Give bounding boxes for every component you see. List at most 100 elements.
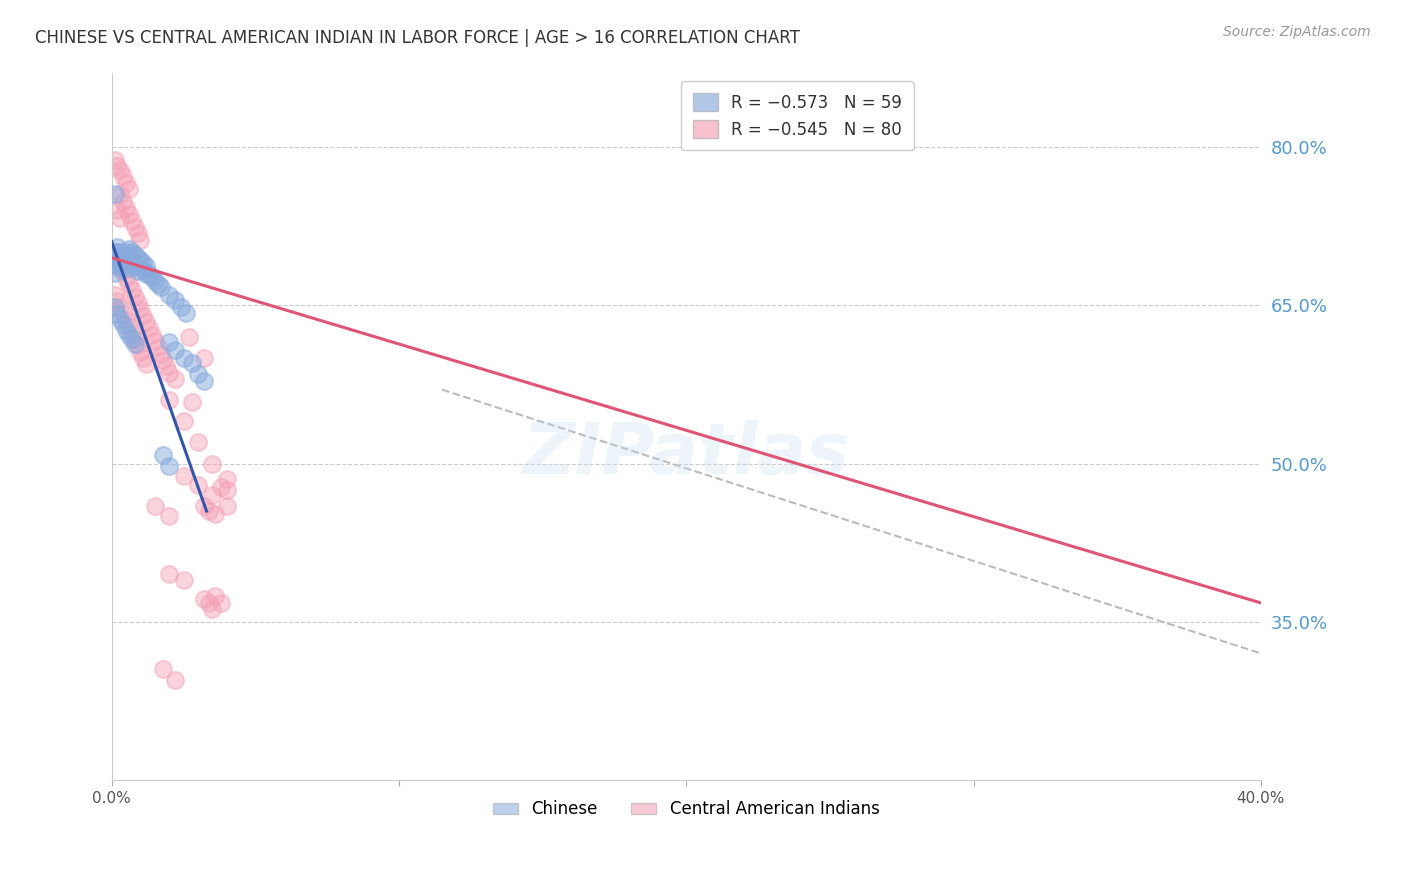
Central American Indians [201,488,224,502]
Central American Indians [115,270,138,285]
Chinese [103,187,125,202]
Central American Indians [173,469,195,483]
Chinese [138,267,160,281]
Chinese [110,256,132,270]
Chinese [107,245,129,260]
Central American Indians [118,277,141,292]
Chinese [103,266,125,280]
Chinese [118,327,141,342]
Central American Indians [132,351,155,365]
Central American Indians [132,309,155,323]
Central American Indians [152,663,174,677]
Central American Indians [187,477,209,491]
Central American Indians [215,472,238,486]
Chinese [193,374,215,388]
Chinese [157,287,180,301]
Central American Indians [157,509,180,524]
Chinese [129,260,152,275]
Central American Indians [118,319,141,334]
Central American Indians [138,321,160,335]
Central American Indians [179,330,201,344]
Central American Indians [149,347,172,361]
Chinese [110,245,132,260]
Chinese [132,256,155,270]
Central American Indians [112,264,135,278]
Central American Indians [115,313,138,327]
Chinese [129,252,152,267]
Central American Indians [127,338,149,352]
Central American Indians [129,233,152,247]
Central American Indians [118,207,141,221]
Central American Indians [143,499,166,513]
Chinese [107,251,129,265]
Central American Indians [103,153,125,167]
Central American Indians [121,214,143,228]
Central American Indians [173,573,195,587]
Central American Indians [157,567,180,582]
Central American Indians [107,293,129,308]
Chinese [107,240,129,254]
Central American Indians [112,307,135,321]
Central American Indians [124,290,146,304]
Central American Indians [201,602,224,616]
Central American Indians [163,372,186,386]
Chinese [127,264,149,278]
Chinese [118,261,141,276]
Chinese [173,351,195,365]
Central American Indians [193,591,215,606]
Text: Source: ZipAtlas.com: Source: ZipAtlas.com [1223,25,1371,39]
Central American Indians [141,327,163,342]
Central American Indians [103,287,125,301]
Central American Indians [110,187,132,202]
Central American Indians [118,182,141,196]
Central American Indians [198,596,221,610]
Central American Indians [135,315,157,329]
Central American Indians [115,176,138,190]
Central American Indians [193,499,215,513]
Chinese [124,337,146,351]
Chinese [121,252,143,267]
Chinese [135,259,157,273]
Chinese [112,259,135,273]
Central American Indians [193,351,215,365]
Central American Indians [129,302,152,317]
Central American Indians [204,508,226,522]
Central American Indians [127,296,149,310]
Central American Indians [110,211,132,225]
Chinese [124,247,146,261]
Chinese [115,251,138,265]
Chinese [181,356,204,370]
Central American Indians [163,673,186,687]
Central American Indians [110,163,132,178]
Central American Indians [112,194,135,209]
Chinese [121,332,143,346]
Chinese [110,261,132,276]
Central American Indians [121,284,143,298]
Central American Indians [181,395,204,409]
Central American Indians [173,414,195,428]
Chinese [127,251,149,265]
Chinese [112,247,135,261]
Chinese [143,274,166,288]
Chinese [121,258,143,272]
Chinese [146,277,169,292]
Chinese [115,322,138,336]
Central American Indians [187,435,209,450]
Central American Indians [209,480,232,494]
Central American Indians [107,252,129,266]
Legend: Chinese, Central American Indians: Chinese, Central American Indians [486,794,886,825]
Chinese [163,343,186,357]
Chinese [176,305,198,319]
Central American Indians [198,504,221,518]
Chinese [187,367,209,381]
Central American Indians [152,353,174,368]
Central American Indians [110,258,132,272]
Chinese [149,280,172,294]
Chinese [115,245,138,260]
Chinese [115,256,138,270]
Central American Indians [129,344,152,359]
Chinese [157,335,180,350]
Chinese [110,251,132,265]
Central American Indians [155,359,177,374]
Central American Indians [124,220,146,235]
